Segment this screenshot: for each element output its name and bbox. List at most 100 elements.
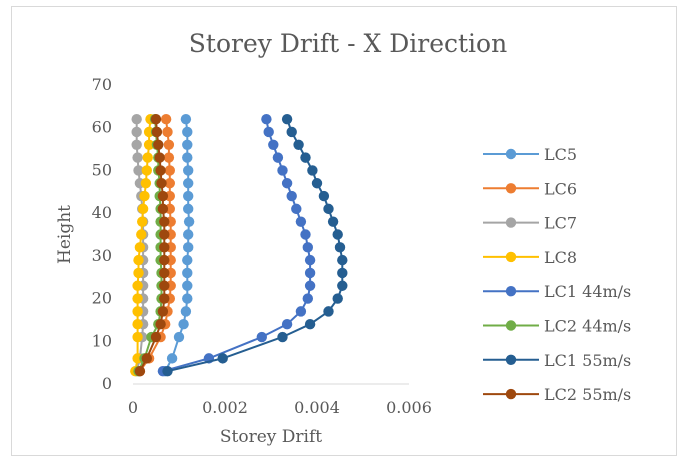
data-point — [327, 216, 339, 227]
legend-label: LC2 44m/s — [544, 317, 631, 336]
data-point — [261, 113, 272, 125]
data-point — [263, 126, 274, 138]
data-point — [300, 152, 311, 163]
legend-marker — [505, 148, 517, 160]
y-tick-label: 70 — [92, 75, 112, 94]
legend-marker — [505, 388, 517, 400]
data-point — [337, 280, 348, 291]
data-point — [272, 152, 284, 163]
legend-marker — [505, 251, 517, 263]
legend-label: LC1 55m/s — [544, 351, 631, 370]
data-point — [183, 203, 194, 215]
legend-item: LC1 44m/s — [483, 282, 631, 301]
data-point — [182, 267, 193, 279]
data-point — [157, 306, 169, 317]
legend-item: LC7 — [483, 214, 577, 233]
legend: LC5 LC6 LC7 LC8 LC1 44m/s LC2 44m/s LC1 55m/s L… — [483, 145, 631, 404]
data-point — [133, 165, 144, 176]
data-point — [183, 242, 194, 253]
legend-item: LC2 44m/s — [483, 317, 631, 336]
data-point — [157, 203, 169, 215]
y-tick-label: 50 — [92, 160, 112, 179]
y-tick-label: 20 — [92, 289, 112, 308]
data-point — [277, 165, 288, 176]
data-point — [304, 267, 316, 279]
data-point — [295, 306, 307, 317]
data-point — [307, 165, 318, 176]
data-point — [281, 113, 293, 125]
data-point — [137, 203, 149, 215]
data-point — [291, 203, 302, 215]
y-axis-label: Height — [55, 205, 75, 264]
data-point — [163, 139, 175, 150]
data-point — [286, 126, 297, 138]
data-point — [132, 152, 143, 163]
series-layer — [130, 113, 348, 377]
y-tick-label: 30 — [92, 246, 112, 265]
data-point — [131, 139, 142, 150]
legend-marker — [505, 217, 517, 228]
legend-marker — [505, 183, 517, 194]
data-point — [131, 113, 142, 125]
legend-label: LC5 — [544, 145, 577, 164]
data-point — [151, 126, 163, 138]
series-lc5 — [160, 113, 195, 377]
legend-item: LC6 — [483, 179, 577, 198]
data-point — [159, 280, 170, 291]
data-point — [160, 113, 172, 125]
data-point — [337, 254, 348, 266]
legend-marker — [505, 286, 517, 297]
data-point — [141, 165, 152, 176]
data-point — [277, 331, 288, 343]
data-point — [323, 203, 334, 215]
data-point — [159, 242, 170, 253]
data-point — [159, 267, 170, 279]
x-tick-label: 0 — [128, 398, 138, 417]
data-point — [150, 113, 162, 125]
data-point — [133, 267, 144, 279]
legend-item: LC2 55m/s — [483, 385, 631, 404]
data-point — [302, 293, 313, 304]
data-point — [281, 178, 293, 189]
data-point — [182, 126, 193, 138]
data-point — [173, 331, 185, 343]
data-point — [183, 178, 194, 189]
data-point — [183, 165, 194, 176]
y-tick-label: 60 — [92, 118, 112, 137]
data-point — [337, 267, 348, 279]
data-point — [182, 280, 193, 291]
data-point — [217, 353, 228, 364]
data-point — [268, 139, 279, 150]
x-tick-label: 0.004 — [294, 398, 340, 417]
data-point — [162, 365, 173, 377]
data-point — [155, 319, 166, 330]
data-point — [286, 190, 297, 202]
legend-label: LC1 44m/s — [544, 282, 631, 301]
data-point — [132, 331, 143, 343]
data-point — [137, 216, 148, 227]
legend-label: LC6 — [544, 179, 577, 198]
series-lc1-55m-s — [162, 113, 348, 377]
data-point — [159, 216, 170, 227]
y-tick-label: 40 — [92, 203, 112, 222]
series-lc1-44m-s — [157, 113, 316, 377]
series-line — [167, 118, 344, 373]
data-point — [159, 293, 170, 304]
data-point — [153, 139, 164, 150]
data-point — [132, 306, 143, 317]
legend-item: LC8 — [483, 248, 577, 267]
data-point — [164, 165, 175, 176]
data-point — [183, 190, 194, 202]
data-point — [155, 165, 166, 176]
data-point — [180, 306, 192, 317]
y-axis-ticks: 0 10 20 30 40 50 60 70 — [92, 75, 112, 393]
data-point — [141, 353, 152, 364]
data-point — [143, 139, 155, 150]
x-axis-label: Storey Drift — [220, 427, 322, 447]
data-point — [300, 229, 311, 240]
data-point — [293, 139, 304, 150]
data-point — [133, 254, 144, 266]
data-point — [304, 280, 316, 291]
data-point — [164, 178, 175, 189]
